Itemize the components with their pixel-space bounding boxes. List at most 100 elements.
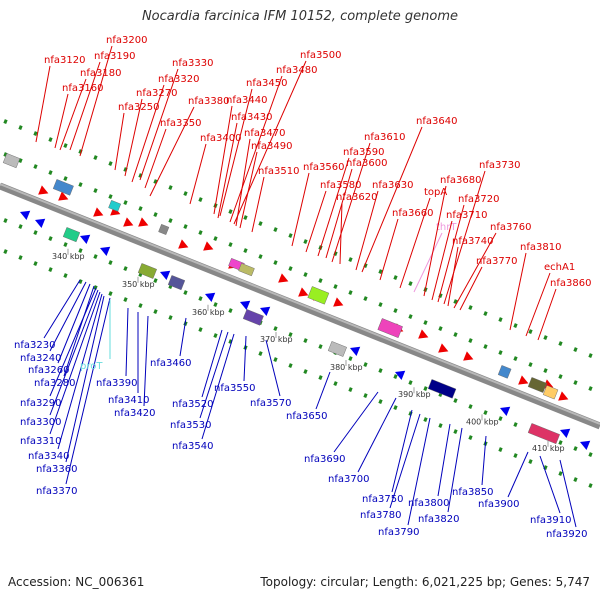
callout-line-top <box>437 204 465 303</box>
tick-mark-bottom <box>513 422 518 428</box>
callout-line-top <box>131 84 165 183</box>
tick-mark-top <box>573 380 578 386</box>
gene-arrow-reverse <box>240 300 251 310</box>
gene-label-bottom: proT <box>80 361 103 372</box>
gene-label-bottom: nfa3290 <box>20 398 61 409</box>
tick-mark-top <box>288 266 293 272</box>
gene-label-bottom: nfa3240 <box>20 353 61 364</box>
gene-arrow-forward <box>558 391 569 401</box>
tick-mark-top-outer <box>528 329 533 335</box>
callout-line-bottom <box>389 413 421 509</box>
tick-mark-top <box>498 350 503 356</box>
callout-line-top <box>453 232 497 309</box>
callout-line-top <box>239 151 258 229</box>
tick-mark-bottom <box>93 254 98 260</box>
tick-mark-top <box>63 176 68 182</box>
gene-label-top: nfa3250 <box>118 102 159 113</box>
gene-label-top: nfa3160 <box>62 83 103 94</box>
gene-arrow-reverse <box>350 346 361 356</box>
gene-label-top: nfa3720 <box>458 194 499 205</box>
callout-line-bottom <box>559 459 577 528</box>
callout-line-bottom <box>391 409 413 493</box>
tick-mark-bottom-outer <box>123 297 128 303</box>
gene-label-bottom: nfa3550 <box>214 383 255 394</box>
callout-line-top <box>235 138 251 227</box>
gene-arrow-reverse <box>560 428 571 438</box>
tick-mark-top-outer <box>183 191 188 197</box>
callout-line-bottom <box>57 283 91 364</box>
tick-mark-top <box>468 338 473 344</box>
tick-mark-top <box>93 188 98 194</box>
tick-mark-bottom <box>303 338 308 344</box>
callout-line-bottom <box>63 285 95 377</box>
tick-mark-top <box>273 260 278 266</box>
tick-mark-top <box>543 368 548 374</box>
callout-line-bottom <box>201 333 235 440</box>
callout-line-top <box>139 68 179 181</box>
tick-mark-bottom <box>453 398 458 404</box>
gene-label-top: nfa3710 <box>446 210 487 221</box>
gene-label-top: nfa3630 <box>372 180 413 191</box>
gene-arrow-forward <box>38 185 49 195</box>
gene-label-top: nfa3350 <box>160 118 201 129</box>
gene-arrow-forward <box>333 297 344 307</box>
gene-label-top: nfa3180 <box>80 68 121 79</box>
tick-mark-bottom-outer <box>138 303 143 309</box>
callout-line-bottom <box>315 371 331 410</box>
callout-line-bottom <box>125 307 129 377</box>
tick-mark-top-outer <box>543 335 548 341</box>
scale-label: 370 kbp <box>260 335 293 344</box>
gene-block <box>2 153 21 169</box>
tick-mark-top <box>348 290 353 296</box>
callout-line-bottom <box>447 427 463 513</box>
tick-mark-top <box>303 272 308 278</box>
genome-backbone-highlight <box>0 183 600 425</box>
tick-mark-bottom-outer <box>363 393 368 399</box>
tick-mark-bottom <box>408 380 413 386</box>
gene-arrow-forward <box>278 273 289 283</box>
tick-mark-bottom-outer <box>558 471 563 477</box>
tick-mark-top <box>33 164 38 170</box>
tick-mark-bottom <box>198 296 203 302</box>
tick-mark-bottom <box>123 266 128 272</box>
gene-label-bottom: nfa3280 <box>34 378 75 389</box>
tick-mark-top <box>363 296 368 302</box>
gene-label-top: nfa3330 <box>172 58 213 69</box>
gene-label-bottom: nfa3420 <box>114 408 155 419</box>
callout-line-bottom <box>65 295 105 463</box>
gene-label-top: nfa3470 <box>244 128 285 139</box>
gene-label-top: nfa3480 <box>276 65 317 76</box>
gene-block <box>427 379 457 399</box>
callout-line-top <box>219 88 253 217</box>
gene-label-top: nfa3660 <box>392 208 433 219</box>
gene-block <box>327 341 347 357</box>
tick-mark-top <box>333 284 338 290</box>
gene-label-top: echA1 <box>544 262 575 273</box>
scale-label: 360 kbp <box>192 308 225 317</box>
callout-line-top <box>229 75 283 223</box>
callout-line-top <box>79 45 113 157</box>
tick-mark-bottom <box>213 302 218 308</box>
tick-mark-bottom <box>573 446 578 452</box>
callout-line-top <box>331 142 371 263</box>
gene-label-bottom: nfa3310 <box>20 436 61 447</box>
gene-arrow-forward <box>123 217 134 227</box>
tick-mark-bottom-outer <box>498 447 503 453</box>
gene-block <box>497 365 512 379</box>
tick-mark-bottom-outer <box>33 261 38 267</box>
gene-label-bottom: nfa3370 <box>36 486 77 497</box>
tick-mark-bottom <box>288 332 293 338</box>
gene-label-bottom: nfa3690 <box>304 454 345 465</box>
callout-line-bottom <box>143 315 149 407</box>
gene-label-bottom: nfa3750 <box>362 494 403 505</box>
gene-label-top: nfa3270 <box>136 88 177 99</box>
gene-arrow-reverse <box>580 440 591 450</box>
tick-mark-bottom-outer <box>588 483 593 489</box>
tick-mark-top <box>588 386 593 392</box>
tick-mark-top <box>48 170 53 176</box>
scale-label: 410 kbp <box>532 444 565 453</box>
tick-mark-top-outer <box>33 131 38 137</box>
tick-mark-top <box>198 230 203 236</box>
gene-label-bottom: nfa3540 <box>172 441 213 452</box>
